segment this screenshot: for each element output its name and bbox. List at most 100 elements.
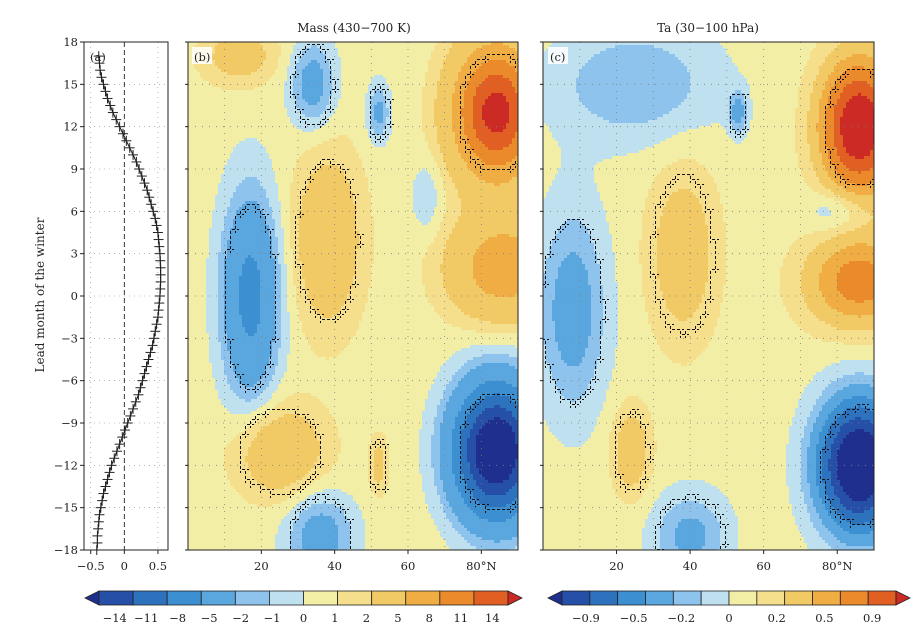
panel-b-cell [365,153,369,157]
panel-b-cell [284,69,288,73]
panel-b-cell [254,168,258,172]
panel-a-point [106,460,117,471]
panel-b-cell [419,129,423,133]
panel-b-cell [497,66,501,70]
panel-b-cell [215,48,219,52]
panel-b-cell [212,75,216,79]
panel-b-cell [437,111,441,115]
panel-b-cell [326,42,330,46]
panel-b-cell [200,129,204,133]
panel-b-cell [431,153,435,157]
panel-b-cell [251,42,255,46]
panel-b-cell [215,45,219,49]
panel-b-cell [302,168,306,172]
panel-b-cell [368,87,372,91]
panel-a-ytick-label: −15 [54,501,78,515]
panel-b-cell [248,111,252,115]
panel-b-cell [293,132,297,136]
panel-b-cell [344,90,348,94]
panel-b-cell [218,129,222,133]
panel-b-cell [365,168,369,172]
panel-b-cell [335,123,339,127]
panel-b-cell [227,123,231,127]
panel-b-cell [296,141,300,145]
panel-b-cell [410,159,414,163]
panel-b-cell [338,51,342,55]
panel-b-cell [455,63,459,67]
panel-b-cell [200,42,204,46]
panel-b-cell [410,99,414,103]
panel-b-cell [479,78,483,82]
panel-b-cell [356,132,360,136]
panel-b-cell [194,147,198,151]
panel-b-cell [500,54,504,58]
panel-b-cell [227,96,231,100]
panel-b-cell [275,105,279,109]
panel-b-cell [326,81,330,85]
panel-b-cell [272,45,276,49]
panel-b-cell [368,54,372,58]
panel-b-cell [335,72,339,76]
panel-b-cell [311,147,315,151]
panel-b-cell [506,45,510,49]
panel-b-cell [326,111,330,115]
panel-b-cell [197,105,201,109]
panel-b-cell [287,129,291,133]
panel-b-cell [245,144,249,148]
panel-b-cell [329,69,333,73]
panel-b-cell [281,90,285,94]
panel-b-cell [413,63,417,67]
panel-b-cell [410,105,414,109]
panel-b-cell [314,66,318,70]
panel-b-cell [233,120,237,124]
panel-b-cell [200,174,204,178]
panel-b-cell [275,45,279,49]
panel-b-cell [470,144,474,148]
panel-b-cell [251,114,255,118]
panel-b-cell [239,129,243,133]
panel-b-cell [293,105,297,109]
panel-b-cell [446,60,450,64]
panel-b-cell [353,135,357,139]
panel-b-cell [413,111,417,115]
panel-b-cell [413,126,417,130]
panel-b-cell [224,108,228,112]
panel-b-cell [506,147,510,151]
panel-b-cell [353,72,357,76]
panel-b-cell [437,120,441,124]
panel-b-cell [197,102,201,106]
panel-b-cell [434,171,438,175]
panel-a-point [94,509,105,520]
panel-b-cell [500,144,504,148]
panel-b-cell [275,120,279,124]
panel-b-cell [344,147,348,151]
panel-b-cell [230,84,234,88]
panel-b-cell [479,87,483,91]
panel-b-cell [383,147,387,151]
panel-b-cell [452,66,456,70]
panel-b-cell [296,162,300,166]
panel-b-cell [209,138,213,142]
panel-b-cell [248,54,252,58]
panel-b-cell [236,45,240,49]
panel-b-cell [248,87,252,91]
panel-b-cell [446,84,450,88]
panel-b-cell [353,105,357,109]
panel-b-cell [251,63,255,67]
panel-b-cell [497,57,501,61]
panel-b-cell [191,144,195,148]
panel-b-cell [422,156,426,160]
panel-b-cell [236,171,240,175]
panel-b-cell [386,93,390,97]
panel-b-cell [422,69,426,73]
panel-b-cell [326,114,330,118]
panel-b-cell [422,123,426,127]
panel-c-title: Ta (30−100 hPa) [657,21,759,35]
panel-a-point [147,340,158,351]
panel-b-cell [338,156,342,160]
panel-b-cell [329,147,333,151]
panel-b-cell [380,63,384,67]
panel-b-cell [485,96,489,100]
panel-b-cell [506,93,510,97]
panel-b-cell [215,156,219,160]
